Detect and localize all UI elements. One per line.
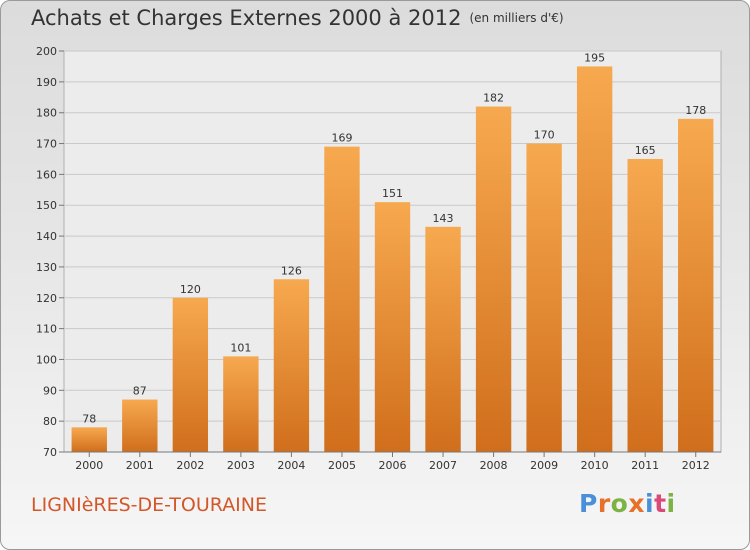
x-tick-label-2004: 2004 (277, 459, 305, 472)
x-tick-label-2012: 2012 (682, 459, 710, 472)
value-label-2005: 169 (331, 132, 352, 145)
value-label-2007: 143 (433, 212, 454, 225)
bar-2002 (172, 297, 209, 452)
bar-2000 (71, 427, 107, 452)
value-label-2009: 170 (534, 129, 555, 142)
proxiti-logo: Proxiti (579, 489, 676, 518)
y-tick-label: 100 (36, 353, 57, 366)
value-label-2011: 165 (635, 144, 656, 157)
y-tick-label: 150 (36, 199, 57, 212)
logo-letter: o (610, 489, 629, 518)
chart-title-unit: (en milliers d'€) (469, 11, 564, 25)
bar-2011 (627, 158, 663, 452)
commune-name: LIGNIèRES-DE-TOURAINE (31, 494, 268, 516)
value-label-2006: 151 (382, 187, 403, 200)
x-tick-label-2001: 2001 (126, 459, 154, 472)
x-tick-label-2000: 2000 (75, 459, 103, 472)
y-tick-label: 70 (43, 446, 57, 459)
x-tick-label-2008: 2008 (480, 459, 508, 472)
value-label-2001: 87 (133, 385, 147, 398)
logo-letter: i (645, 489, 655, 518)
y-tick-label: 80 (43, 415, 57, 428)
bar-2012 (678, 118, 714, 452)
y-tick-label: 190 (36, 76, 57, 89)
bar-2006 (374, 202, 411, 452)
x-tick-label-2002: 2002 (176, 459, 204, 472)
logo-letter: t (654, 489, 667, 518)
value-label-2003: 101 (230, 341, 251, 354)
bar-2003 (223, 356, 259, 452)
chart-title-main: Achats et Charges Externes 2000 à 2012 (31, 6, 462, 30)
logo-letter: i (666, 489, 676, 518)
bar-2008 (475, 106, 512, 453)
bar-2001 (122, 399, 158, 452)
x-tick-label-2011: 2011 (631, 459, 659, 472)
x-tick-label-2007: 2007 (429, 459, 457, 472)
y-tick-label: 170 (36, 138, 57, 151)
x-tick-label-2006: 2006 (379, 459, 407, 472)
y-tick-label: 90 (43, 384, 57, 397)
bar-2005 (324, 146, 360, 452)
y-tick-label: 120 (36, 292, 57, 305)
logo-letter: x (628, 489, 645, 518)
y-tick-label: 140 (36, 230, 57, 243)
y-tick-label: 110 (36, 323, 57, 336)
bar-2007 (425, 226, 461, 452)
x-tick-label-2005: 2005 (328, 459, 356, 472)
x-tick-label-2003: 2003 (227, 459, 255, 472)
value-label-2000: 78 (82, 412, 96, 425)
logo-letter: r (597, 489, 611, 518)
bar-2004 (273, 279, 310, 452)
value-label-2012: 178 (685, 104, 706, 117)
x-tick-label-2010: 2010 (581, 459, 609, 472)
value-label-2010: 195 (584, 51, 605, 64)
chart-title: Achats et Charges Externes 2000 à 2012 (e… (31, 6, 564, 30)
value-label-2004: 126 (281, 264, 302, 277)
y-tick-label: 160 (36, 168, 57, 181)
x-tick-label-2009: 2009 (530, 459, 558, 472)
logo-letter: P (579, 489, 598, 518)
bar-2010 (576, 66, 613, 452)
bar-2009 (526, 143, 562, 453)
value-label-2002: 120 (180, 283, 201, 296)
y-tick-label: 180 (36, 107, 57, 120)
y-tick-label: 130 (36, 261, 57, 274)
y-tick-label: 200 (36, 45, 57, 58)
value-label-2008: 182 (483, 92, 504, 105)
